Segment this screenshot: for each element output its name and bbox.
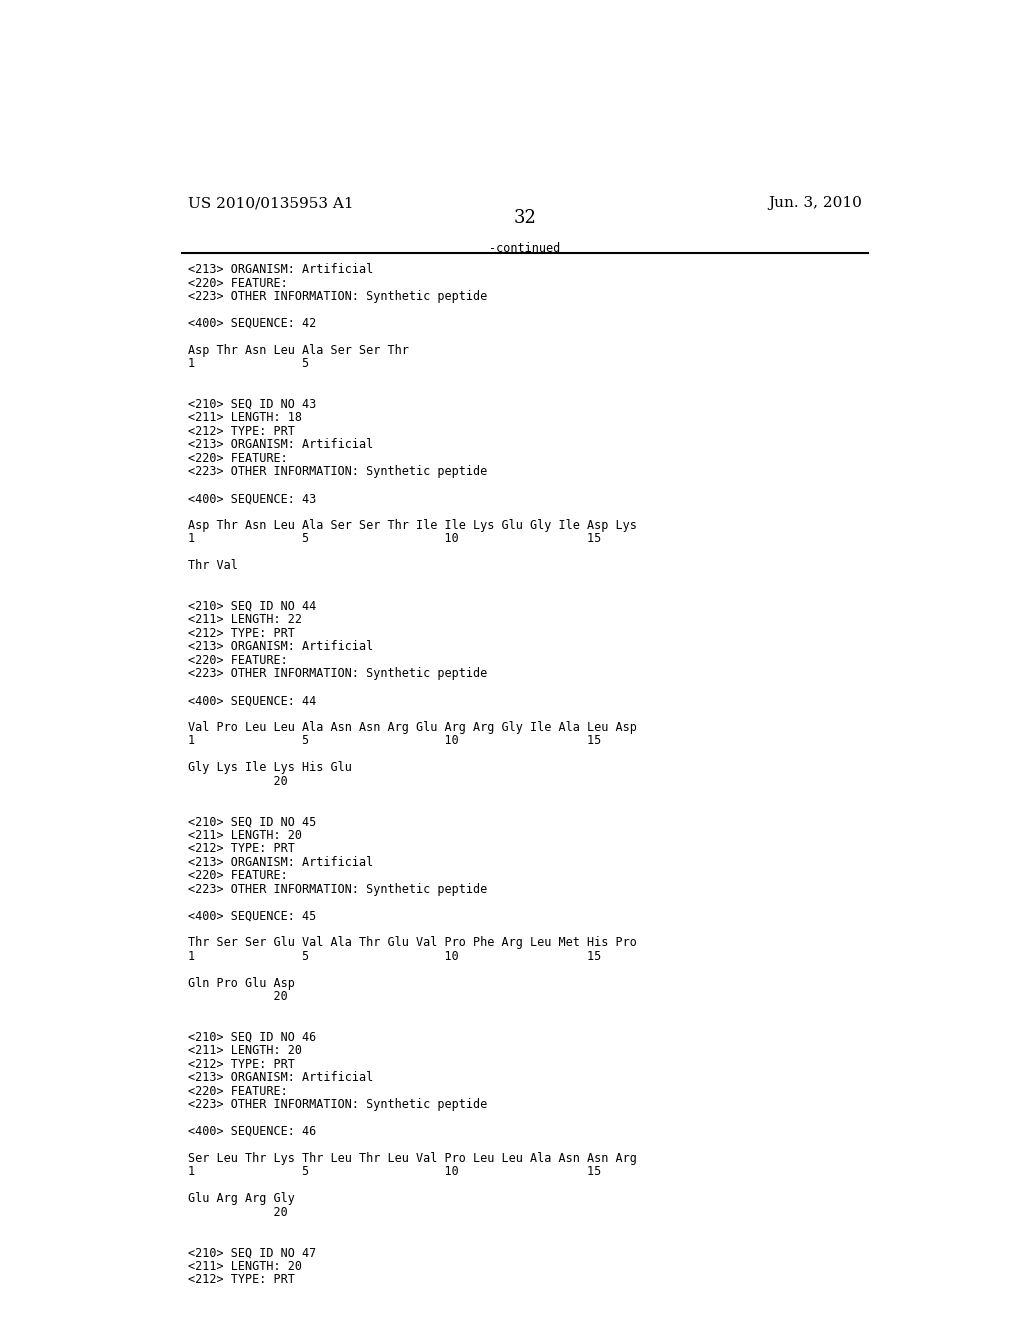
- Text: <220> FEATURE:: <220> FEATURE:: [187, 653, 288, 667]
- Text: <210> SEQ ID NO 47: <210> SEQ ID NO 47: [187, 1246, 315, 1259]
- Text: <210> SEQ ID NO 44: <210> SEQ ID NO 44: [187, 599, 315, 612]
- Text: <213> ORGANISM: Artificial: <213> ORGANISM: Artificial: [187, 263, 373, 276]
- Text: <213> ORGANISM: Artificial: <213> ORGANISM: Artificial: [187, 855, 373, 869]
- Text: <220> FEATURE:: <220> FEATURE:: [187, 277, 288, 289]
- Text: <220> FEATURE:: <220> FEATURE:: [187, 869, 288, 882]
- Text: Thr Ser Ser Glu Val Ala Thr Glu Val Pro Phe Arg Leu Met His Pro: Thr Ser Ser Glu Val Ala Thr Glu Val Pro …: [187, 936, 636, 949]
- Text: <212> TYPE: PRT: <212> TYPE: PRT: [187, 1272, 294, 1286]
- Text: Thr Val: Thr Val: [187, 560, 238, 573]
- Text: <211> LENGTH: 20: <211> LENGTH: 20: [187, 1044, 301, 1057]
- Text: <223> OTHER INFORMATION: Synthetic peptide: <223> OTHER INFORMATION: Synthetic pepti…: [187, 1098, 486, 1111]
- Text: 1               5                   10                  15: 1 5 10 15: [187, 532, 601, 545]
- Text: 1               5                   10                  15: 1 5 10 15: [187, 1166, 601, 1179]
- Text: <212> TYPE: PRT: <212> TYPE: PRT: [187, 1057, 294, 1071]
- Text: <220> FEATURE:: <220> FEATURE:: [187, 1085, 288, 1098]
- Text: US 2010/0135953 A1: US 2010/0135953 A1: [187, 195, 353, 210]
- Text: <223> OTHER INFORMATION: Synthetic peptide: <223> OTHER INFORMATION: Synthetic pepti…: [187, 667, 486, 680]
- Text: <212> TYPE: PRT: <212> TYPE: PRT: [187, 842, 294, 855]
- Text: <213> ORGANISM: Artificial: <213> ORGANISM: Artificial: [187, 640, 373, 653]
- Text: Glu Arg Arg Gly: Glu Arg Arg Gly: [187, 1192, 294, 1205]
- Text: <211> LENGTH: 22: <211> LENGTH: 22: [187, 614, 301, 626]
- Text: <400> SEQUENCE: 46: <400> SEQUENCE: 46: [187, 1125, 315, 1138]
- Text: <211> LENGTH: 20: <211> LENGTH: 20: [187, 829, 301, 842]
- Text: <223> OTHER INFORMATION: Synthetic peptide: <223> OTHER INFORMATION: Synthetic pepti…: [187, 883, 486, 895]
- Text: Gly Lys Ile Lys His Glu: Gly Lys Ile Lys His Glu: [187, 762, 351, 775]
- Text: <211> LENGTH: 20: <211> LENGTH: 20: [187, 1259, 301, 1272]
- Text: Gln Pro Glu Asp: Gln Pro Glu Asp: [187, 977, 294, 990]
- Text: 32: 32: [513, 210, 537, 227]
- Text: <400> SEQUENCE: 43: <400> SEQUENCE: 43: [187, 492, 315, 506]
- Text: <211> LENGTH: 18: <211> LENGTH: 18: [187, 412, 301, 424]
- Text: <210> SEQ ID NO 46: <210> SEQ ID NO 46: [187, 1031, 315, 1044]
- Text: -continued: -continued: [489, 242, 560, 255]
- Text: <210> SEQ ID NO 45: <210> SEQ ID NO 45: [187, 816, 315, 828]
- Text: 1               5: 1 5: [187, 358, 308, 371]
- Text: Asp Thr Asn Leu Ala Ser Ser Thr Ile Ile Lys Glu Gly Ile Asp Lys: Asp Thr Asn Leu Ala Ser Ser Thr Ile Ile …: [187, 519, 636, 532]
- Text: Ser Leu Thr Lys Thr Leu Thr Leu Val Pro Leu Leu Ala Asn Asn Arg: Ser Leu Thr Lys Thr Leu Thr Leu Val Pro …: [187, 1152, 636, 1166]
- Text: Asp Thr Asn Leu Ala Ser Ser Thr: Asp Thr Asn Leu Ala Ser Ser Thr: [187, 345, 409, 356]
- Text: <212> TYPE: PRT: <212> TYPE: PRT: [187, 425, 294, 438]
- Text: <213> ORGANISM: Artificial: <213> ORGANISM: Artificial: [187, 438, 373, 451]
- Text: <400> SEQUENCE: 44: <400> SEQUENCE: 44: [187, 694, 315, 708]
- Text: <210> SEQ ID NO 43: <210> SEQ ID NO 43: [187, 397, 315, 411]
- Text: <223> OTHER INFORMATION: Synthetic peptide: <223> OTHER INFORMATION: Synthetic pepti…: [187, 465, 486, 478]
- Text: Jun. 3, 2010: Jun. 3, 2010: [768, 195, 862, 210]
- Text: Val Pro Leu Leu Ala Asn Asn Arg Glu Arg Arg Gly Ile Ala Leu Asp: Val Pro Leu Leu Ala Asn Asn Arg Glu Arg …: [187, 721, 636, 734]
- Text: <400> SEQUENCE: 45: <400> SEQUENCE: 45: [187, 909, 315, 923]
- Text: <400> SEQUENCE: 42: <400> SEQUENCE: 42: [187, 317, 315, 330]
- Text: 1               5                   10                  15: 1 5 10 15: [187, 734, 601, 747]
- Text: <212> TYPE: PRT: <212> TYPE: PRT: [187, 627, 294, 640]
- Text: 20: 20: [187, 775, 288, 788]
- Text: 20: 20: [187, 1205, 288, 1218]
- Text: 20: 20: [187, 990, 288, 1003]
- Text: <223> OTHER INFORMATION: Synthetic peptide: <223> OTHER INFORMATION: Synthetic pepti…: [187, 290, 486, 304]
- Text: <213> ORGANISM: Artificial: <213> ORGANISM: Artificial: [187, 1071, 373, 1084]
- Text: 1               5                   10                  15: 1 5 10 15: [187, 950, 601, 962]
- Text: <220> FEATURE:: <220> FEATURE:: [187, 451, 288, 465]
